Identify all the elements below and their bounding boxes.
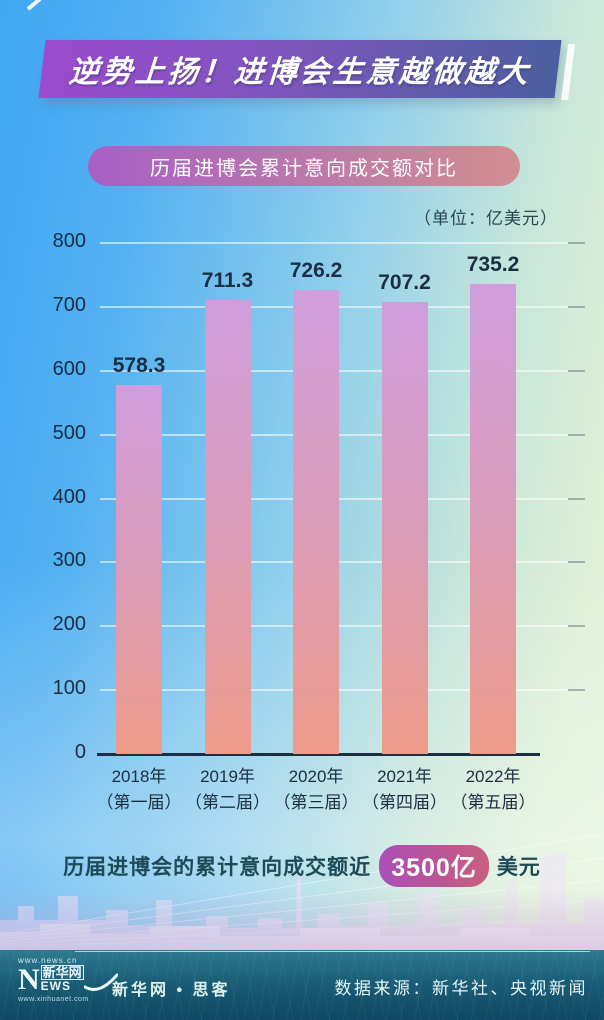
bar-value-label: 735.2 [466, 253, 520, 277]
summary-highlight-pill: 3500亿 [379, 845, 489, 887]
gridline-tick [568, 305, 585, 308]
bar-2020年 [293, 290, 339, 754]
y-axis-label-800: 800 [52, 230, 86, 252]
y-axis-label-200: 200 [52, 613, 86, 636]
x-axis-baseline [97, 753, 540, 756]
logo-cn-text: 新华网 [40, 965, 84, 980]
bar-2019年 [204, 299, 251, 754]
chart-subtitle: 历届进博会累计意向成交额对比 [150, 157, 458, 180]
x-axis-label: 2021年 （第四届） [362, 767, 447, 812]
gridline-800 [100, 242, 585, 244]
y-axis-label-500: 500 [52, 421, 86, 444]
bar-value-label: 726.2 [289, 259, 343, 283]
brand-text: 新华网 • 思客 [112, 982, 231, 999]
x-axis-label: 2018年 （第一届） [96, 767, 182, 812]
x-axis-label: 2022年 （第五届） [450, 767, 536, 812]
gridline-tick [568, 689, 585, 692]
gridline-tick [568, 497, 585, 500]
logo-swoosh-icon [83, 973, 118, 991]
bar-2021年 [381, 302, 428, 754]
bar-value-label: 711.3 [201, 268, 254, 292]
y-axis-label-0: 0 [74, 741, 86, 763]
gridline-tick [568, 433, 585, 436]
gridline-tick [568, 625, 585, 628]
gridline-tick [568, 561, 585, 564]
y-axis-label-300: 300 [52, 549, 86, 572]
bar-2018年 [116, 384, 162, 754]
logo-url-top: www.news.cn [18, 956, 78, 965]
x-axis-label: 2020年 （第三届） [273, 767, 359, 812]
y-axis-label-600: 600 [52, 357, 86, 380]
gridline-tick [568, 369, 585, 372]
x-axis-label: 2019年 （第二届） [185, 767, 270, 812]
data-source-text: 数据来源：新华社、央视新闻 [334, 979, 588, 998]
logo-ews-text: EWS [40, 979, 72, 993]
gridline-tick [568, 242, 585, 244]
footer: www.news.cn N 新华网 EWS www.xinhuanet.com … [0, 950, 604, 1020]
logo-url-bottom: www.xinhuanet.com [18, 996, 89, 1003]
bar-2022年 [470, 284, 516, 754]
y-axis-label-100: 100 [52, 677, 86, 700]
footer-divider [75, 951, 590, 952]
subtitle-pill: 历届进博会累计意向成交额对比 [88, 146, 520, 186]
logo-n-letter: N [18, 963, 40, 996]
xinhuanet-logo: www.news.cn N 新华网 EWS www.xinhuanet.com [18, 956, 118, 1003]
y-axis-label-700: 700 [52, 293, 86, 316]
bar-value-label: 707.2 [378, 271, 431, 295]
summary-row: 历届进博会的累计意向成交额近 3500亿 美元 [0, 845, 604, 887]
bar-value-label: 578.3 [112, 353, 166, 377]
y-axis-label-400: 400 [52, 485, 86, 508]
summary-prefix: 历届进博会的累计意向成交额近 [63, 856, 372, 879]
unit-label: （单位：亿美元） [414, 209, 558, 228]
summary-suffix: 美元 [496, 856, 541, 879]
